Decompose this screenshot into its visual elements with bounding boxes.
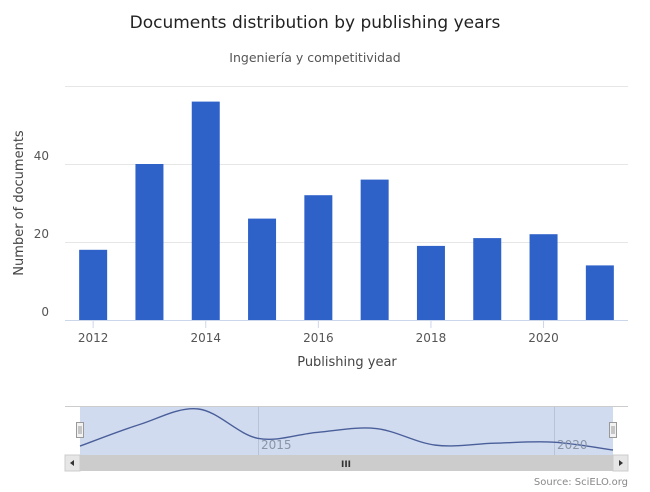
y-axis-title: Number of documents (12, 130, 27, 276)
x-tick-label: 2020 (528, 331, 559, 345)
bar-2021[interactable] (585, 265, 614, 320)
x-tick-label: 2016 (303, 331, 334, 345)
navigator-left-handle[interactable] (76, 422, 84, 438)
bar-2020[interactable] (529, 234, 558, 320)
y-tick-label: 0 (41, 305, 49, 319)
navigator-series-line (79, 408, 614, 451)
x-tick-label: 2014 (190, 331, 221, 345)
bar-2017[interactable] (360, 179, 389, 320)
x-axis-title: Publishing year (297, 355, 397, 370)
arrow-right-icon (619, 460, 623, 466)
credits[interactable]: Source: SciELO.org (534, 477, 628, 488)
x-tick-label: 2018 (416, 331, 447, 345)
navigator-label-2020: 2020 (557, 438, 588, 452)
y-axis-ticks: 0 20 40 (34, 149, 49, 319)
x-axis-ticks: 2012 2014 2016 2018 2020 (78, 320, 559, 345)
bar-2018[interactable] (416, 245, 445, 320)
y-tick-label: 20 (34, 227, 49, 241)
bar-2013[interactable] (135, 164, 164, 320)
scrollbar-grip: III (341, 460, 351, 470)
y-tick-label: 40 (34, 149, 49, 163)
chart-subtitle: Ingeniería y competitividad (229, 50, 400, 65)
chart-title: Documents distribution by publishing yea… (130, 13, 501, 33)
x-tick-label: 2012 (78, 331, 109, 345)
navigator-right-handle[interactable] (609, 422, 617, 438)
bar-2016[interactable] (304, 195, 333, 320)
bars (79, 101, 614, 320)
navigator-label-2015: 2015 (261, 438, 292, 452)
navigator-selection[interactable] (80, 407, 613, 455)
bar-2014[interactable] (191, 101, 220, 320)
scrollbar-thumb[interactable] (80, 455, 613, 471)
scrollbar[interactable]: III (64, 454, 629, 472)
navigator[interactable]: 2015 2020 (65, 406, 628, 456)
arrow-left-icon (70, 460, 74, 466)
bar-2019[interactable] (473, 238, 502, 320)
bar-2012[interactable] (79, 249, 108, 320)
bar-2015[interactable] (248, 218, 277, 320)
